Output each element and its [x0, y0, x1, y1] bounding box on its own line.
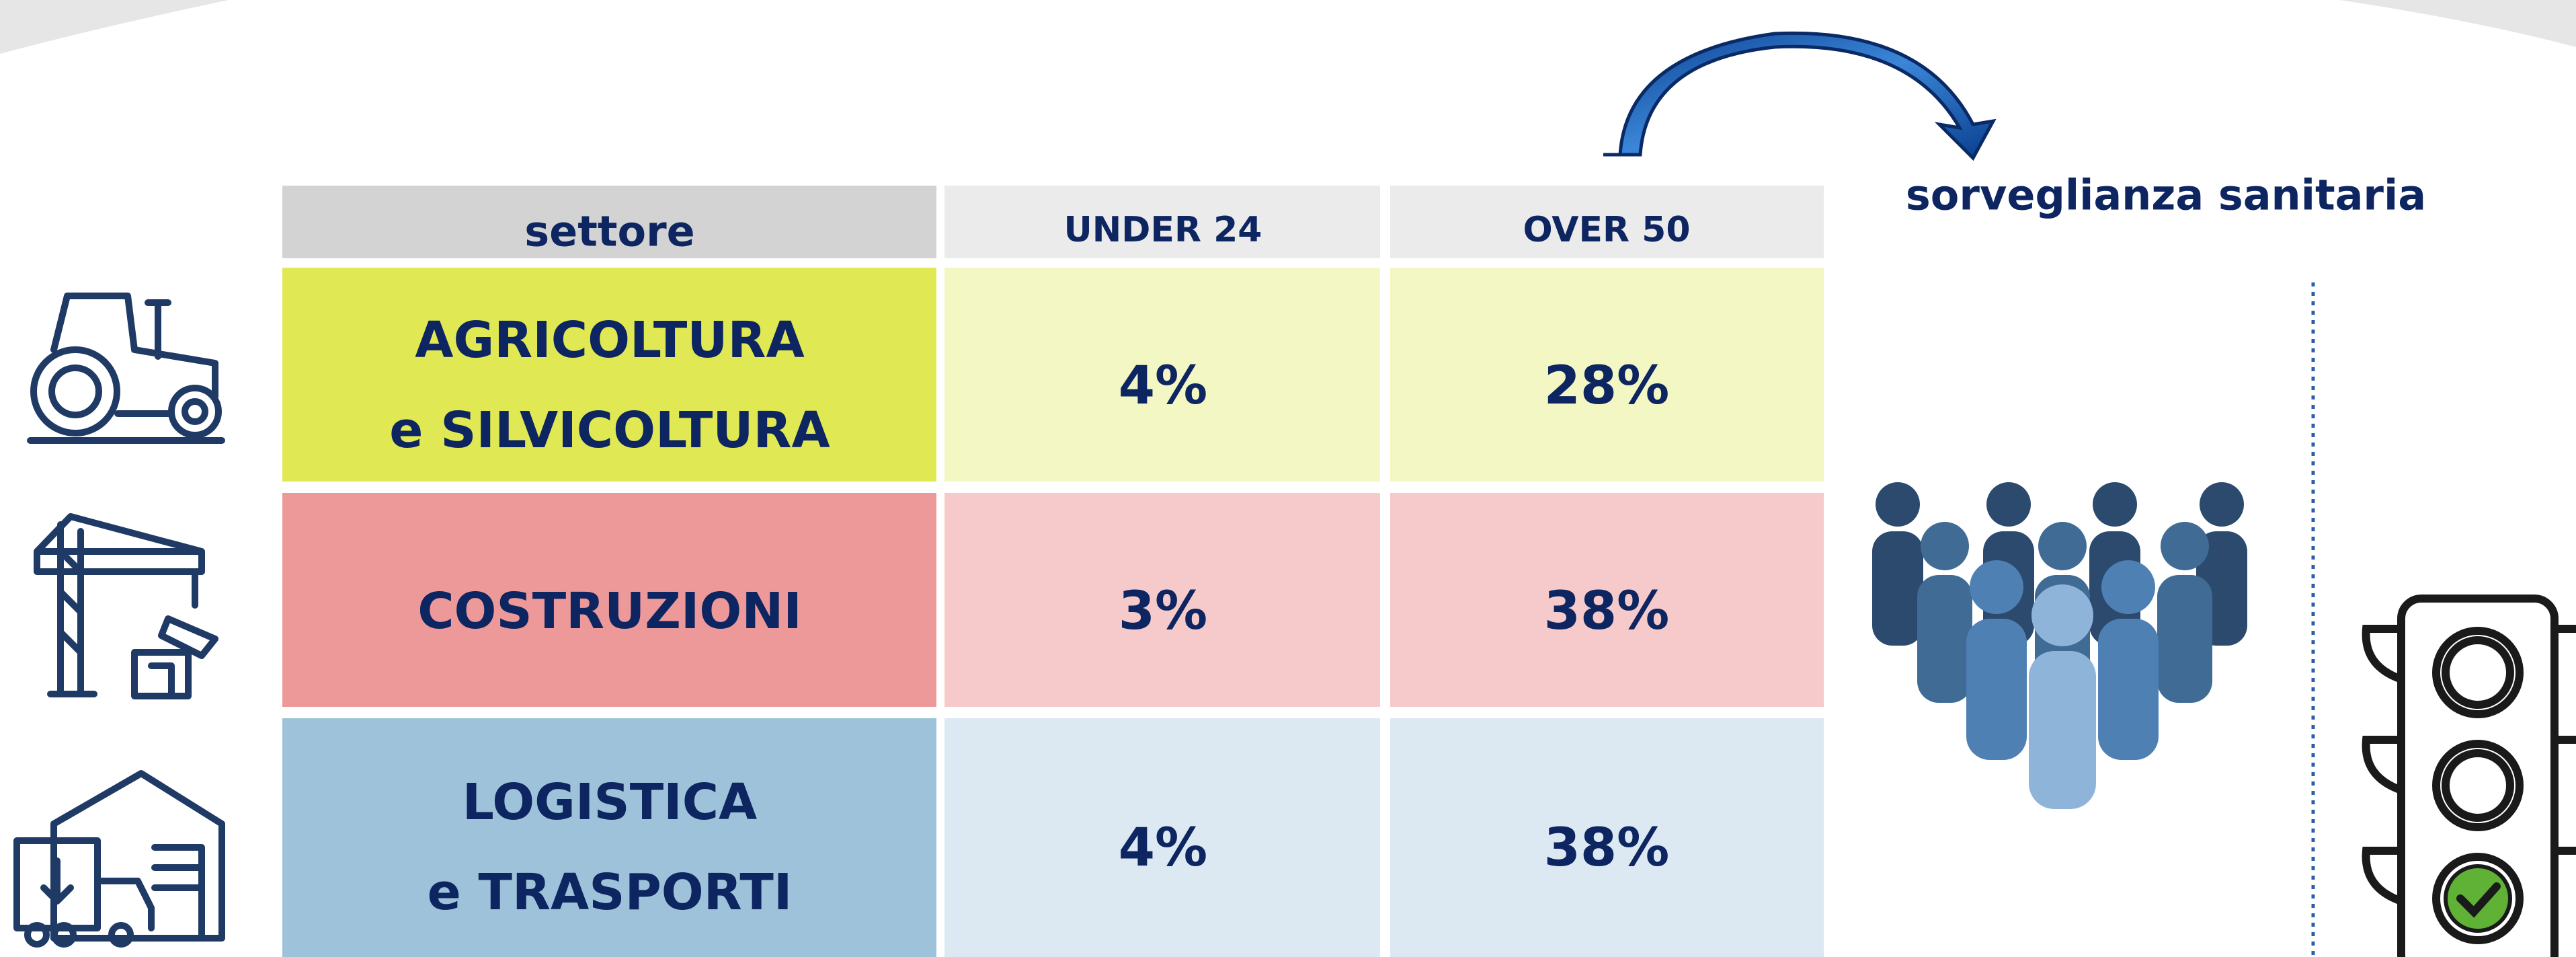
- sector-text: COSTRUZIONI: [417, 582, 802, 640]
- side-label: sorveglianza sanitaria: [1906, 171, 2426, 220]
- value-text: 4%: [1119, 818, 1207, 878]
- corner-arc: [0, 0, 229, 54]
- sector-text: AGRICOLTURA: [415, 311, 804, 369]
- header-text: OVER 50: [1523, 210, 1690, 250]
- sector-text: LOGISTICA: [462, 773, 758, 831]
- page: {"table": { "header": ["settore", "UNDER…: [0, 0, 2576, 957]
- warehouse-icon: [17, 773, 222, 944]
- tractor-icon: [30, 296, 222, 441]
- header-text: UNDER 24: [1064, 210, 1262, 250]
- people-icon: [1872, 482, 2247, 809]
- value-text: 28%: [1544, 356, 1670, 416]
- traffic-light-icon: [2366, 599, 2576, 957]
- slide: settore UNDER 24 OVER 50 AGRICOLTURA e S…: [0, 0, 2576, 957]
- crane-icon: [37, 516, 215, 696]
- value-text: 38%: [1544, 581, 1670, 642]
- value-text: 38%: [1544, 818, 1670, 878]
- value-text: 4%: [1119, 356, 1207, 416]
- arrow: [1603, 33, 1993, 158]
- sector-text: e SILVICOLTURA: [389, 401, 830, 459]
- corner-arc: [2339, 0, 2576, 47]
- value-text: 3%: [1119, 581, 1207, 642]
- sector-text: e TRASPORTI: [428, 864, 793, 921]
- header-text: settore: [524, 207, 694, 256]
